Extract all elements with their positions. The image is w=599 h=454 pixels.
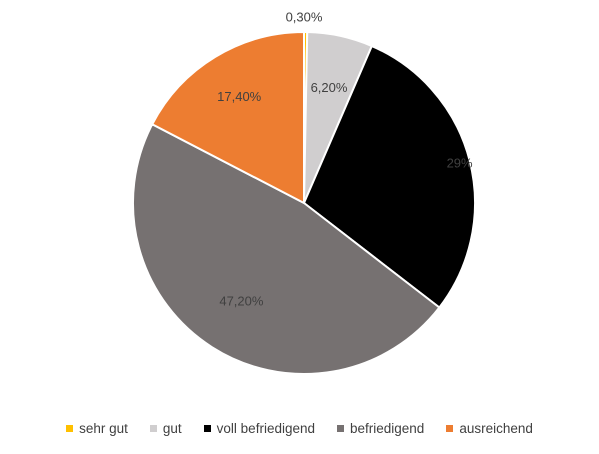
legend-swatch bbox=[446, 425, 454, 432]
legend-label: befriedigend bbox=[350, 421, 425, 436]
legend-label: ausreichend bbox=[459, 421, 533, 436]
legend-swatch bbox=[203, 425, 211, 432]
legend-item-voll-befriedigend: voll befriedigend bbox=[203, 421, 315, 436]
legend-label: sehr gut bbox=[79, 421, 128, 436]
legend-item-ausreichend: ausreichend bbox=[446, 421, 533, 436]
legend-swatch bbox=[337, 425, 344, 432]
data-label-voll-befriedigend: 29% bbox=[447, 155, 473, 170]
pie-slice-befriedigend bbox=[132, 123, 441, 375]
data-label-befriedigend: 47,20% bbox=[219, 294, 264, 309]
legend-label: voll befriedigend bbox=[216, 421, 315, 436]
pie-slice-ausreichend bbox=[151, 31, 305, 204]
legend-item-sehr-gut: sehr gut bbox=[66, 421, 128, 436]
legend-item-befriedigend: befriedigend bbox=[337, 421, 424, 436]
data-label-gut: 6,20% bbox=[311, 80, 348, 95]
legend-swatch bbox=[149, 425, 157, 432]
legend-swatch bbox=[66, 425, 74, 432]
data-label-sehr-gut: 0,30% bbox=[286, 10, 323, 25]
pie-slice-voll-befriedigend bbox=[303, 45, 476, 309]
chart-legend: sehr gut gut voll befriedigend befriedigend… bbox=[0, 421, 599, 436]
legend-item-gut: gut bbox=[149, 421, 182, 436]
legend-label: gut bbox=[162, 421, 182, 436]
data-label-ausreichend: 17,40% bbox=[217, 89, 262, 104]
